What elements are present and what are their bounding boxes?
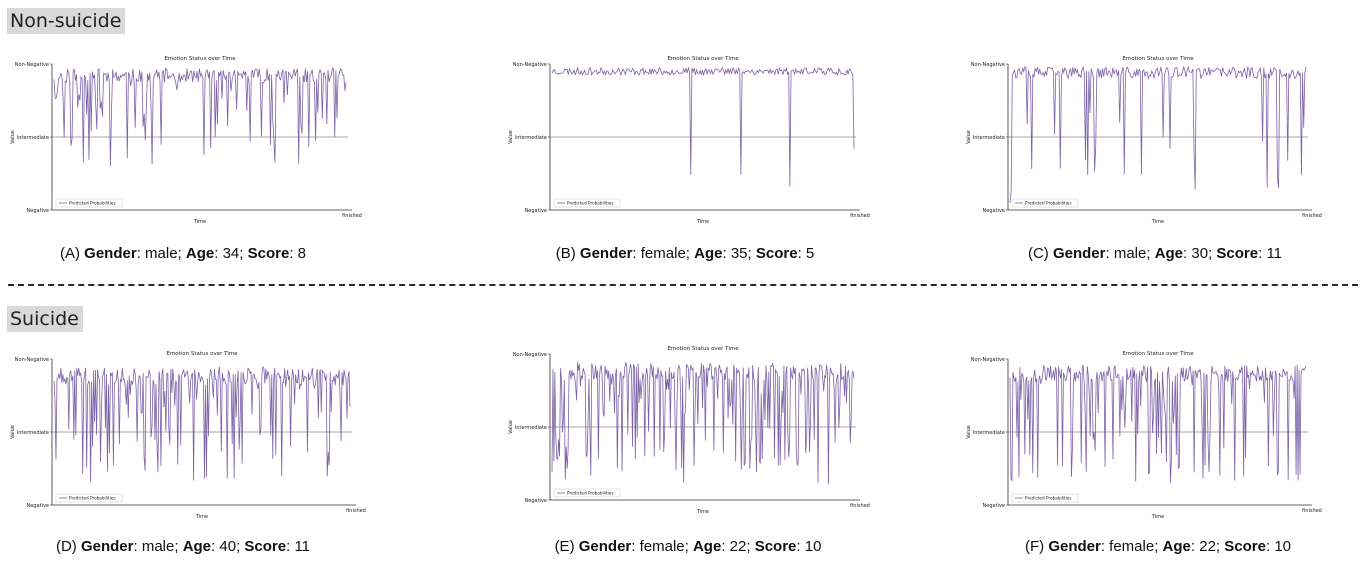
y-tick-label: Non-Negative <box>971 62 1005 68</box>
y-axis-label: Value <box>10 130 16 144</box>
legend-label: Predicted Probabilities <box>1025 201 1072 206</box>
chart-panel-c: Emotion Status over Time Negative Intermed… <box>956 50 1322 230</box>
y-tick-label: Non-Negative <box>15 357 49 363</box>
y-axis-label: Value <box>966 130 972 144</box>
series-line-predicted-probabilities <box>1009 65 1307 203</box>
x-axis-label: Time <box>193 219 206 225</box>
caption-c: (C) Gender: male; Age: 30; Score: 11 <box>1027 245 1283 262</box>
group-label-non-suicide: Non-suicide <box>7 8 126 34</box>
chart-legend: Predicted Probabilities <box>553 198 621 208</box>
y-tick-label: Negative <box>983 503 1005 509</box>
y-tick-label: Negative <box>983 208 1005 214</box>
legend-label: Predicted Probabilities <box>69 201 116 206</box>
y-axis-label: Value <box>10 425 16 439</box>
chart-title: Emotion Status over Time <box>667 56 739 62</box>
x-end-tick-label: finished <box>342 213 362 219</box>
y-axis-label: Value <box>508 130 514 144</box>
caption-e: (E) Gender: female; Age: 22; Score: 10 <box>554 538 822 555</box>
y-tick-label: Negative <box>525 208 547 214</box>
y-tick-label: Non-Negative <box>513 352 547 358</box>
legend-box <box>1011 493 1079 503</box>
legend-box <box>1011 198 1079 208</box>
y-tick-label: Non-Negative <box>971 357 1005 363</box>
x-end-tick-label: finished <box>850 503 870 509</box>
chart-legend: Predicted Probabilities <box>55 493 123 503</box>
chart-legend: Predicted Probabilities <box>553 488 621 498</box>
x-axis-label: Time <box>696 509 709 515</box>
y-tick-label: Negative <box>525 498 547 504</box>
y-tick-label: Negative <box>27 208 49 214</box>
x-axis-label: Time <box>195 514 208 520</box>
legend-box <box>553 488 621 498</box>
legend-box <box>553 198 621 208</box>
caption-d: (D) Gender: male; Age: 40; Score: 11 <box>55 538 311 555</box>
series-line-predicted-probabilities <box>53 365 351 482</box>
series-line-predicted-probabilities <box>551 361 855 485</box>
y-tick-label: Intermediate <box>515 135 547 141</box>
chart-legend: Predicted Probabilities <box>55 198 123 208</box>
legend-label: Predicted Probabilities <box>567 201 614 206</box>
chart-panel-a: Emotion Status over Time Negative Intermed… <box>0 50 362 230</box>
y-tick-label: Intermediate <box>17 430 49 436</box>
caption-a: (A) Gender: male; Age: 34; Score: 8 <box>60 245 306 262</box>
y-tick-label: Intermediate <box>973 135 1005 141</box>
chart-title: Emotion Status over Time <box>667 346 739 352</box>
chart-legend: Predicted Probabilities <box>1011 198 1079 208</box>
x-axis-label: Time <box>696 219 709 225</box>
chart-legend: Predicted Probabilities <box>1011 493 1079 503</box>
y-axis-label: Value <box>966 425 972 439</box>
series-line-predicted-probabilities <box>551 66 855 187</box>
y-tick-label: Intermediate <box>973 430 1005 436</box>
group-label-suicide: Suicide <box>7 306 83 332</box>
legend-box <box>55 493 123 503</box>
legend-box <box>55 198 123 208</box>
chart-panel-b: Emotion Status over Time Negative Intermed… <box>498 50 870 230</box>
x-axis-label: Time <box>1151 219 1164 225</box>
series-line-predicted-probabilities <box>53 67 347 167</box>
legend-label: Predicted Probabilities <box>69 496 116 501</box>
y-tick-label: Intermediate <box>515 425 547 431</box>
y-axis-label: Value <box>508 420 514 434</box>
series-line-predicted-probabilities <box>1009 364 1307 483</box>
chart-title: Emotion Status over Time <box>1122 56 1194 62</box>
y-tick-label: Non-Negative <box>15 62 49 68</box>
x-axis-label: Time <box>1151 514 1164 520</box>
y-tick-label: Non-Negative <box>513 62 547 68</box>
y-tick-label: Negative <box>27 503 49 509</box>
x-end-tick-label: finished <box>346 508 366 514</box>
caption-f: (F) Gender: female; Age: 22; Score: 10 <box>1024 538 1291 555</box>
chart-panel-d: Emotion Status over Time Negative Intermed… <box>0 345 366 525</box>
x-end-tick-label: finished <box>850 213 870 219</box>
x-end-tick-label: finished <box>1302 213 1322 219</box>
legend-label: Predicted Probabilities <box>567 491 614 496</box>
chart-panel-e: Emotion Status over Time Negative Intermed… <box>498 340 870 520</box>
chart-title: Emotion Status over Time <box>164 56 236 62</box>
legend-label: Predicted Probabilities <box>1025 496 1072 501</box>
chart-title: Emotion Status over Time <box>1122 351 1194 357</box>
chart-title: Emotion Status over Time <box>166 351 238 357</box>
y-tick-label: Intermediate <box>17 135 49 141</box>
caption-b: (B) Gender: female; Age: 35; Score: 5 <box>555 245 815 262</box>
x-end-tick-label: finished <box>1302 508 1322 514</box>
chart-panel-f: Emotion Status over Time Negative Intermed… <box>956 345 1322 525</box>
group-divider <box>8 284 1358 286</box>
